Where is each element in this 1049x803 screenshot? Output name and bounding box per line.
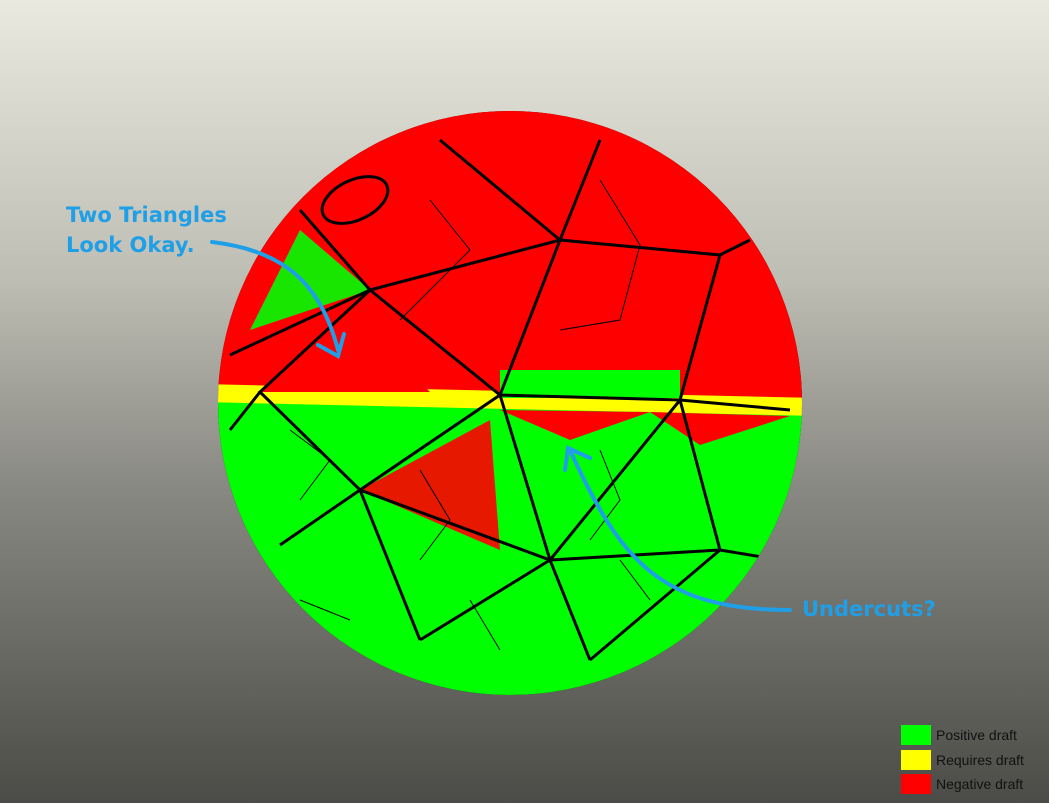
annotation-line: Two Triangles	[66, 203, 227, 227]
legend-swatch	[901, 749, 931, 770]
annotation-two-triangles: Two Triangles Look Okay.	[66, 200, 227, 260]
annotation-arrows	[210, 240, 792, 612]
ring-feature	[320, 175, 390, 225]
legend-item-positive: Positive draft	[901, 723, 1024, 748]
annotation-undercuts: Undercuts?	[802, 597, 936, 621]
positive-draft-region	[218, 398, 802, 695]
legend-swatch	[901, 725, 931, 746]
legend-label: Negative draft	[936, 776, 1024, 793]
legend-label: Requires draft	[936, 751, 1024, 768]
legend-swatch	[901, 774, 931, 795]
annotation-line: Look Okay.	[66, 233, 195, 257]
legend-label: Positive draft	[936, 727, 1017, 744]
arrow-to-triangles	[210, 240, 340, 352]
legend-item-negative: Negative draft	[901, 772, 1024, 797]
draft-legend: Positive draft Requires draft Negative d…	[901, 723, 1024, 797]
arrow-to-undercuts	[568, 448, 792, 612]
legend-item-requires: Requires draft	[901, 748, 1024, 773]
draft-analysis-model	[218, 111, 802, 695]
